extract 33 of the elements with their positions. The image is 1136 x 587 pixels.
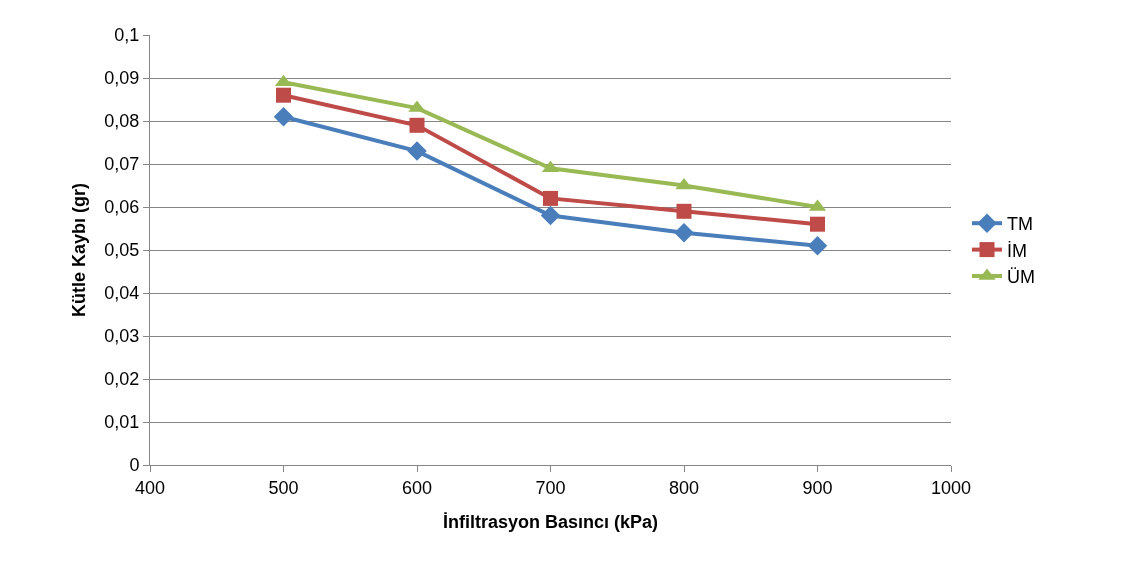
y-tick-label: 0,03	[104, 326, 140, 347]
point	[276, 87, 291, 103]
point	[676, 203, 692, 219]
y-tick-label: 0,06	[104, 197, 140, 218]
point	[674, 223, 694, 243]
y-tick-label: 0,02	[104, 369, 140, 390]
y-tick-label: 0,01	[104, 412, 140, 433]
point	[409, 117, 425, 133]
y-tick-label: 0,09	[104, 68, 140, 89]
x-tick-label: 500	[268, 477, 299, 498]
x-tick-label: 900	[802, 477, 833, 498]
legend-label: İM	[1007, 240, 1028, 261]
y-axis-title: Kütle Kaybı (gr)	[68, 182, 89, 318]
point	[807, 235, 828, 256]
x-tick-label: 1000	[930, 477, 972, 498]
x-tick-label: 400	[134, 477, 166, 498]
point	[540, 205, 561, 226]
legend-label: ÜM	[1007, 267, 1036, 288]
point	[543, 190, 558, 206]
y-tick-label: 0,04	[104, 283, 140, 304]
y-tick-label: 0	[129, 455, 140, 476]
y-tick-label: 0,1	[114, 25, 140, 46]
point	[810, 216, 825, 232]
y-tick-label: 0,08	[104, 111, 140, 132]
x-tick-label: 700	[535, 477, 566, 498]
x-tick-label: 600	[401, 477, 433, 498]
y-tick-label: 0,05	[104, 240, 140, 261]
point	[273, 106, 294, 127]
point	[407, 141, 427, 161]
legend-label: TM	[1007, 214, 1034, 235]
x-tick-label: 800	[668, 477, 700, 498]
y-tick-label: 0,07	[104, 154, 140, 175]
x-axis-title: İnfiltrasyon Basıncı (kPa)	[442, 511, 659, 532]
